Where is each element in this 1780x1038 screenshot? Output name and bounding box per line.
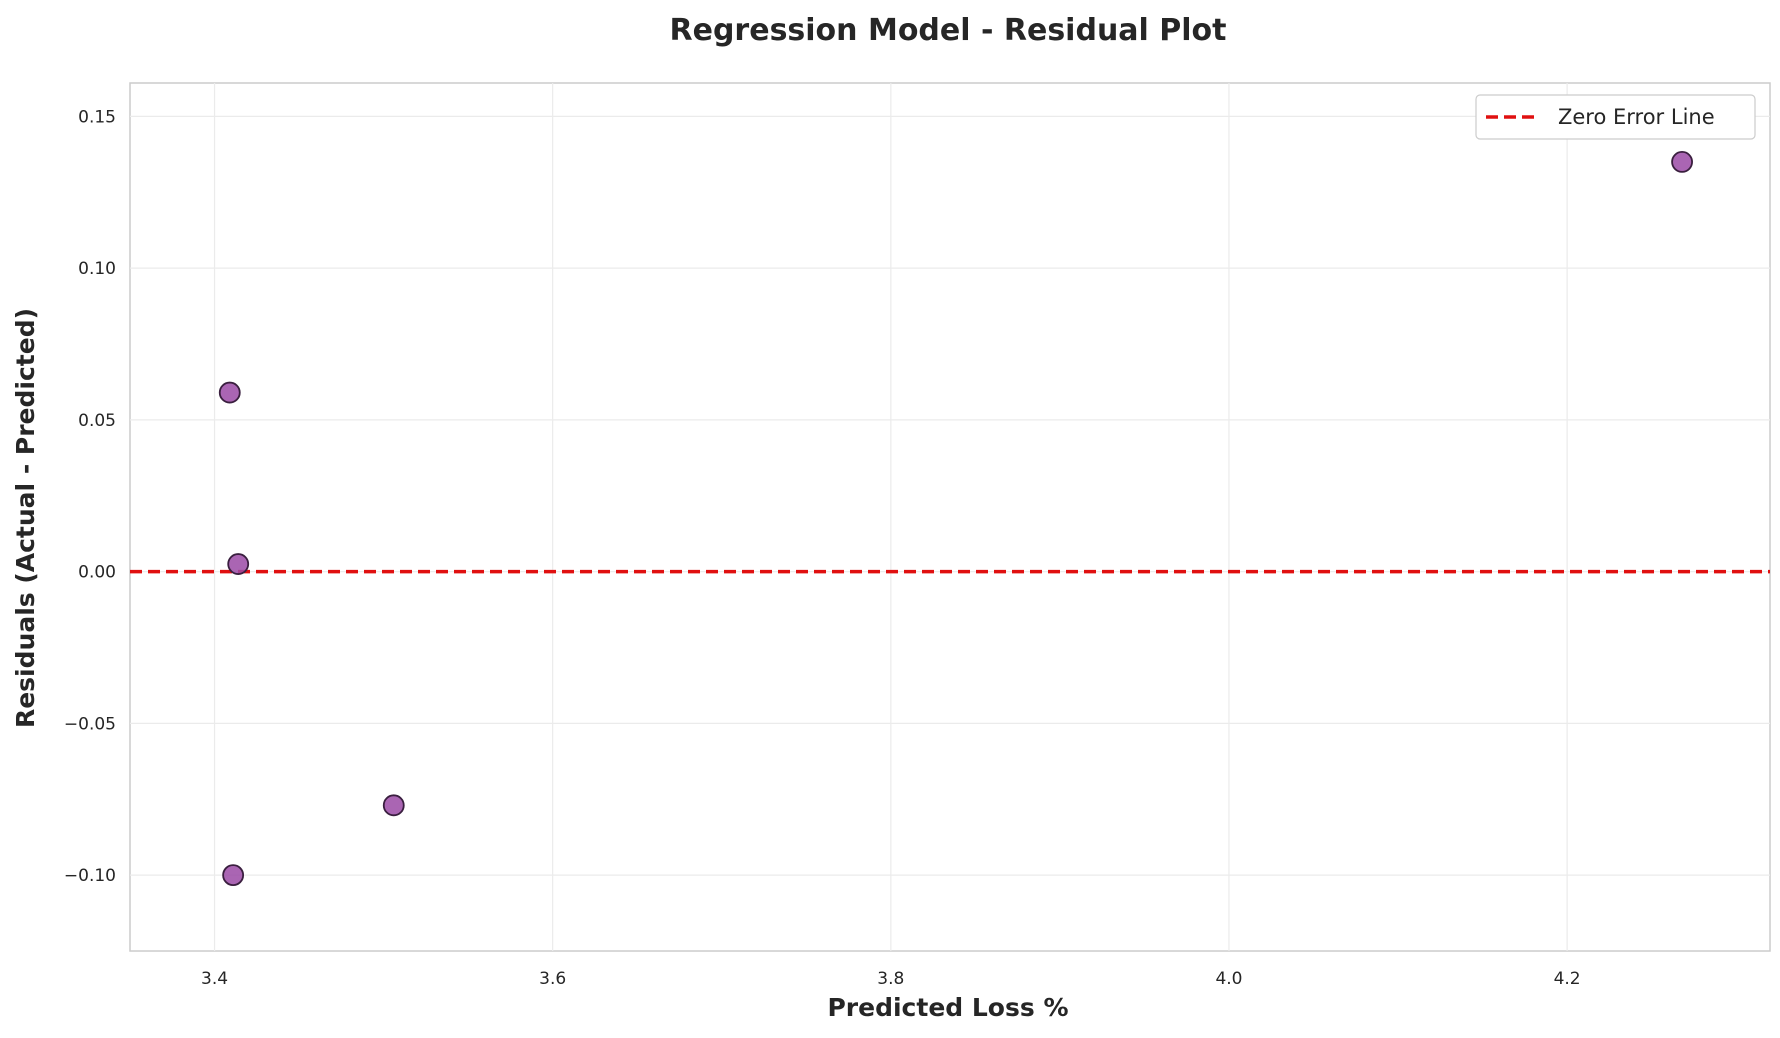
legend-label-zero-error-line: Zero Error Line	[1558, 105, 1715, 129]
y-tick-label: −0.05	[64, 714, 116, 734]
y-axis-ticks: −0.10 −0.05 0.00 0.05 0.10 0.15	[64, 107, 116, 886]
data-point	[382, 794, 405, 817]
y-tick-label: −0.10	[64, 866, 116, 886]
x-tick-label: 4.2	[1554, 969, 1581, 989]
x-tick-label: 3.4	[201, 969, 228, 989]
plot-area	[129, 82, 1771, 952]
y-tick-label: 0.15	[78, 107, 116, 127]
y-tick-label: 0.00	[78, 563, 116, 583]
plot-frame	[129, 82, 1771, 952]
legend-box	[1475, 94, 1756, 140]
y-tick-label: 0.10	[78, 259, 116, 279]
y-tick-label: 0.05	[78, 411, 116, 431]
chart-title: Regression Model - Residual Plot	[670, 13, 1227, 48]
y-axis-label: Residuals (Actual - Predicted)	[11, 308, 40, 728]
legend: Zero Error Line	[1475, 94, 1756, 140]
data-point	[1671, 151, 1693, 173]
data-point	[227, 553, 250, 575]
data-point	[222, 864, 245, 887]
x-tick-label: 3.6	[539, 969, 566, 989]
x-tick-label: 4.0	[1215, 969, 1242, 989]
x-axis-ticks: 3.4 3.6 3.8 4.0 4.2	[201, 969, 1581, 989]
x-axis-label: Predicted Loss %	[827, 993, 1068, 1022]
x-tick-label: 3.8	[877, 969, 904, 989]
data-point	[218, 381, 241, 404]
data-points	[218, 151, 1693, 887]
